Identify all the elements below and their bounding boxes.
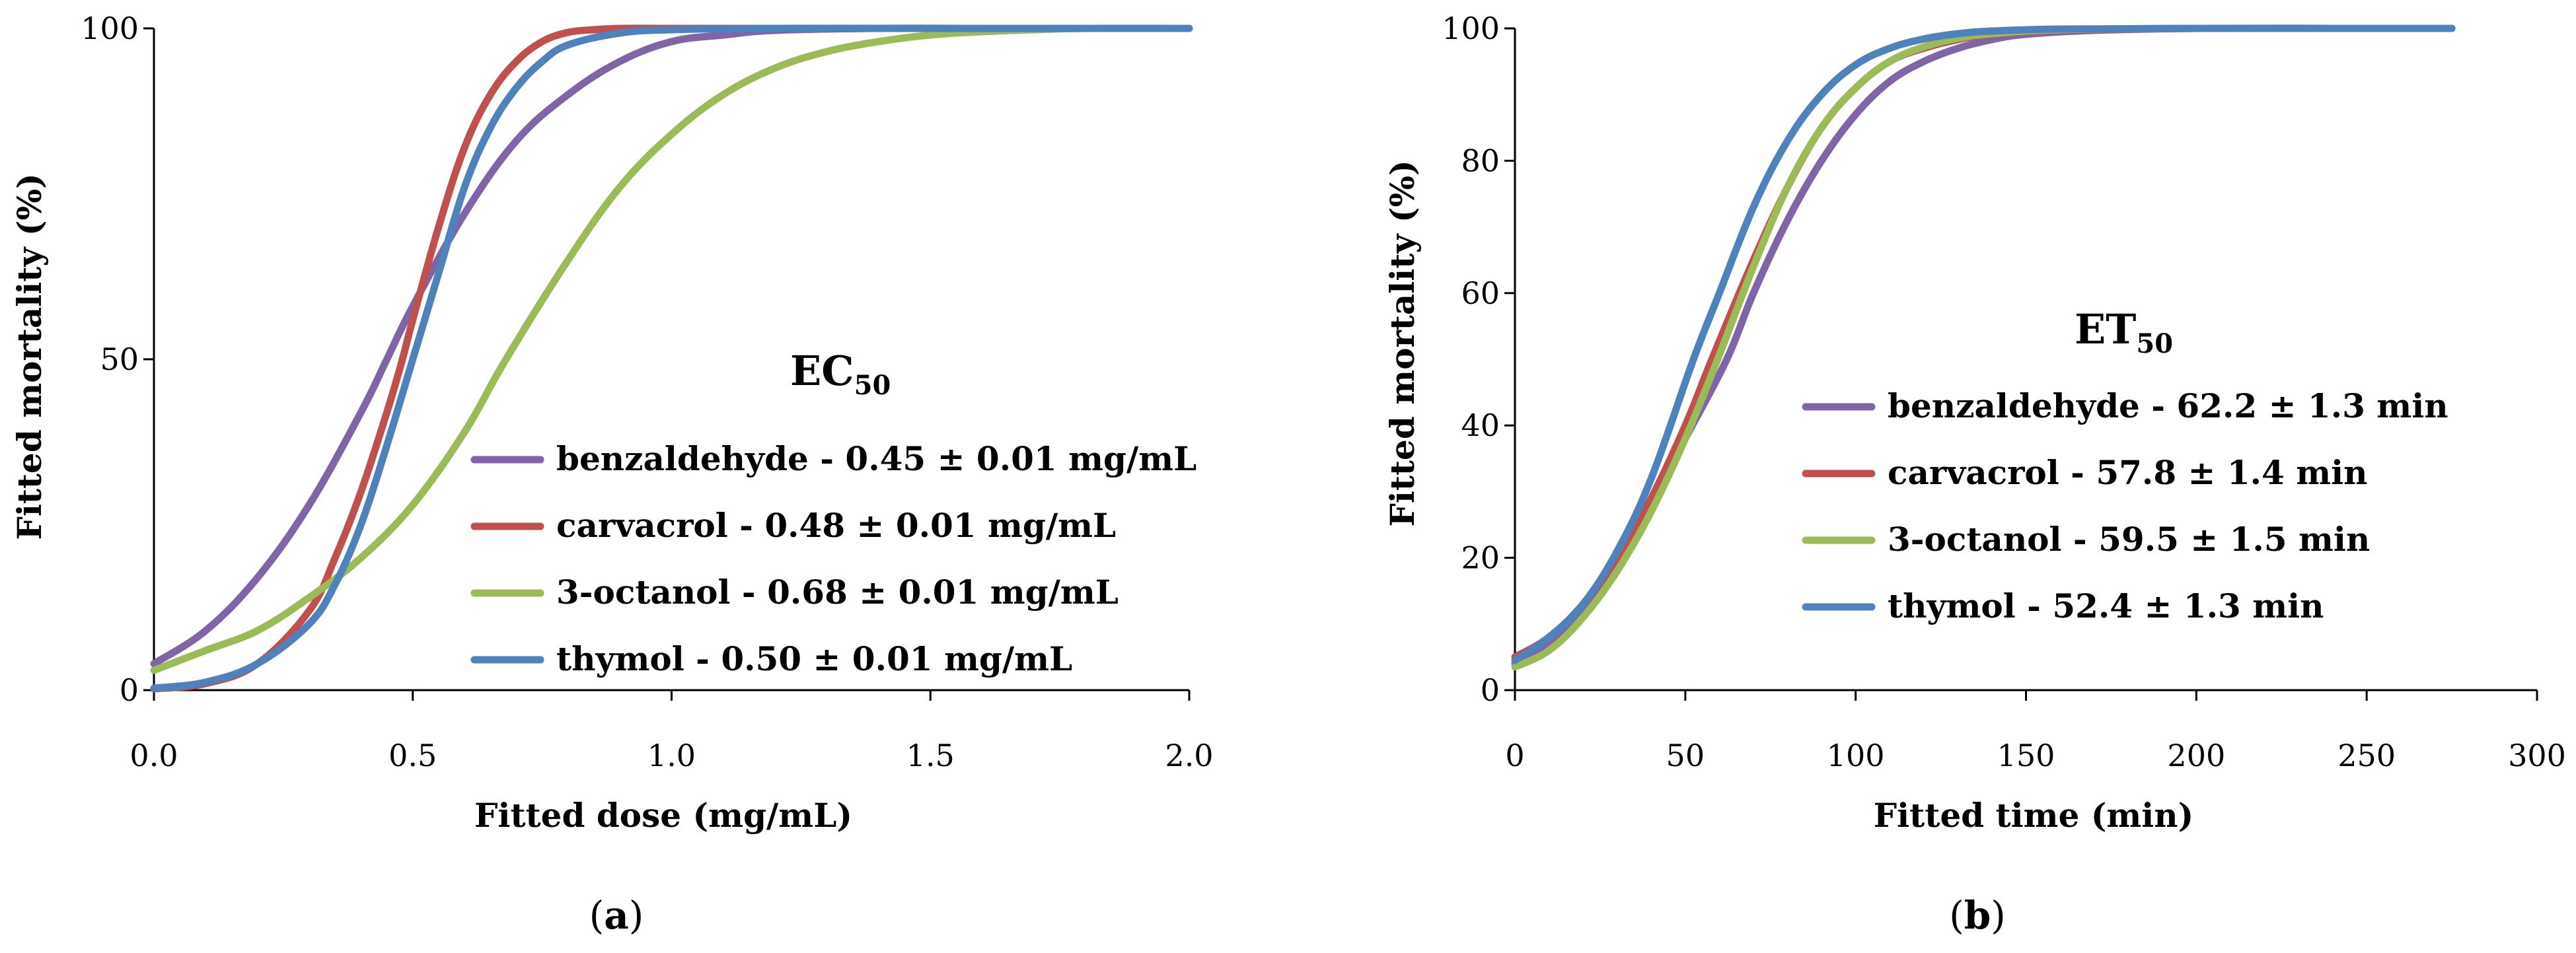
- panel-a-x-axis-title: Fitted dose (mg/mL): [474, 796, 852, 835]
- panel-a-y-tick-label: 50: [100, 341, 139, 377]
- panel-b-legend: benzaldehyde - 62.2 ± 1.3 min carvacrol -…: [1802, 386, 2448, 625]
- panel-b-y-tick-label: 20: [1461, 540, 1500, 576]
- panel-a-axes: [143, 27, 1191, 701]
- panel-a-ec50-main: EC: [790, 347, 854, 395]
- panel-b-axes: [1504, 27, 2538, 701]
- panel-b-series-3-octanol: [1511, 24, 2456, 671]
- panel-b-x-axis-title: Fitted time (min): [1874, 796, 2194, 835]
- panel-b-x-tick-label: 150: [1997, 738, 2055, 773]
- panel-a-x-tick-label: 1.5: [906, 738, 955, 773]
- panel-b-et50-subscript: 50: [2136, 328, 2173, 359]
- panel-a-chart: 0.0 0.5 1.0 1.5 2.0 0 50 100 Fitted dose (mg/mL…: [10, 11, 1214, 938]
- panel-b-letter: b: [1964, 893, 1991, 938]
- panel-b-et50-main: ET: [2075, 305, 2136, 353]
- panel-a-ec50-label: EC50: [790, 347, 891, 401]
- panel-b-legend-label-thymol: thymol - 52.4 ± 1.3 min: [1888, 586, 2324, 625]
- panel-b-series-carvacrol: [1511, 24, 2456, 661]
- panel-a-letter: a: [604, 893, 629, 938]
- panel-b-series: [1511, 24, 2456, 671]
- panel-b-chart: 0 50 100 150 200 250 300 0 20 40 60 80 100 Fitted ti…: [1383, 11, 2566, 938]
- panel-a-series-thymol: [150, 24, 1193, 692]
- panel-b-caption: (b): [1949, 893, 2006, 938]
- panel-a-x-tick-label: 0.0: [129, 738, 178, 773]
- panel-a-legend: benzaldehyde - 0.45 ± 0.01 mg/mL carvacro…: [470, 439, 1196, 678]
- panel-b-legend-label-3-octanol: 3-octanol - 59.5 ± 1.5 min: [1888, 520, 2370, 559]
- panel-b-series-thymol: [1511, 24, 2456, 664]
- panel-a-ec50-subscript: 50: [854, 370, 891, 401]
- panel-b-legend-label-carvacrol: carvacrol - 57.8 ± 1.4 min: [1888, 453, 2367, 492]
- panel-b-y-tick-label: 100: [1442, 11, 1500, 46]
- panel-b-y-tick-label: 60: [1461, 275, 1500, 311]
- panel-a-caption: (a): [589, 893, 644, 938]
- panel-b-y-axis-title: Fitted mortality (%): [1383, 160, 1422, 526]
- panel-a-x-tick-label: 2.0: [1165, 738, 1213, 773]
- panel-b-y-tick-label: 0: [1481, 672, 1500, 708]
- panel-a-series-benzaldehyde: [150, 24, 1193, 668]
- panel-a-x-tick-label: 1.0: [647, 738, 696, 773]
- panel-a-y-axis-title: Fitted mortality (%): [10, 173, 49, 540]
- panel-b-series-benzaldehyde: [1511, 24, 2456, 668]
- panel-b-y-tick-label: 80: [1461, 143, 1500, 178]
- panel-a-x-tick-label: 0.5: [388, 738, 437, 773]
- panel-a-legend-label-carvacrol: carvacrol - 0.48 ± 0.01 mg/mL: [556, 506, 1116, 545]
- panel-a-y-tick-label: 100: [81, 11, 139, 46]
- panel-b-et50-label: ET50: [2075, 305, 2173, 359]
- panel-b-x-tick-label: 0: [1505, 738, 1524, 773]
- panel-a-series: [150, 24, 1193, 693]
- panel-b-y-tick-label: 40: [1461, 407, 1500, 443]
- panel-a-legend-label-3-octanol: 3-octanol - 0.68 ± 0.01 mg/mL: [556, 573, 1119, 612]
- panel-b-x-tick-label: 100: [1827, 738, 1885, 773]
- panel-b-x-tick-label: 250: [2337, 738, 2396, 773]
- panel-b-x-tick-label: 50: [1666, 738, 1705, 773]
- panel-a-tick-labels: 0.0 0.5 1.0 1.5 2.0 0 50 100: [81, 11, 1213, 773]
- panel-b-x-tick-label: 300: [2508, 738, 2566, 773]
- panel-a-legend-label-benzaldehyde: benzaldehyde - 0.45 ± 0.01 mg/mL: [556, 439, 1196, 478]
- panel-a-legend-label-thymol: thymol - 0.50 ± 0.01 mg/mL: [556, 639, 1072, 678]
- panel-a-y-tick-label: 0: [120, 672, 139, 708]
- panel-a-series-3-octanol: [150, 24, 1193, 674]
- panel-b-x-tick-label: 200: [2167, 738, 2225, 773]
- panel-b-legend-label-benzaldehyde: benzaldehyde - 62.2 ± 1.3 min: [1888, 386, 2448, 425]
- panel-b-tick-labels: 0 50 100 150 200 250 300 0 20 40 60 80 100: [1442, 11, 2566, 773]
